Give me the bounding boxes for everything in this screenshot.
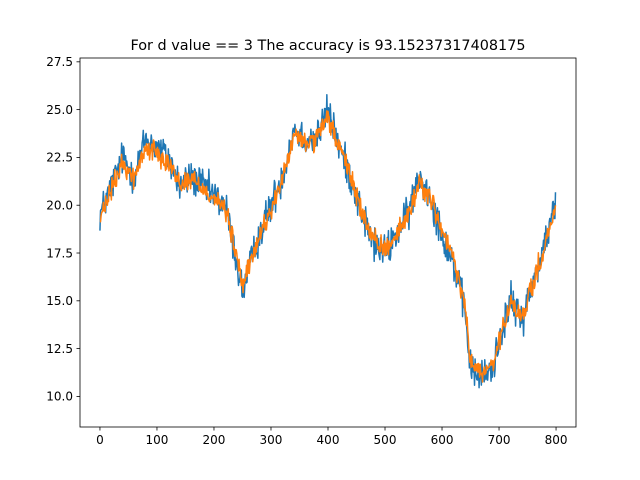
y-tick-label: 12.5 (46, 342, 73, 356)
x-tick-label: 600 (431, 433, 454, 447)
x-tick-label: 800 (545, 433, 568, 447)
y-axis: 10.0 12.5 15.0 17.5 20.0 22.5 25.0 27.5 (46, 55, 80, 404)
x-tick-label: 700 (488, 433, 511, 447)
y-tick-label: 20.0 (46, 199, 73, 213)
x-tick-label: 400 (317, 433, 340, 447)
series-line-predicted (99, 110, 557, 383)
y-tick-label: 22.5 (46, 151, 73, 165)
y-tick-label: 17.5 (46, 246, 73, 260)
y-tick-label: 15.0 (46, 294, 73, 308)
chart-title: For d value == 3 The accuracy is 93.1523… (130, 38, 525, 54)
x-axis: 0 100 200 300 400 500 600 700 800 (96, 427, 567, 447)
series-layer (99, 93, 557, 389)
y-tick-label: 27.5 (46, 55, 73, 69)
x-tick-label: 300 (260, 433, 283, 447)
y-tick-label: 10.0 (46, 390, 73, 404)
x-tick-label: 100 (146, 433, 169, 447)
plot-frame (79, 57, 577, 428)
y-tick-label: 25.0 (46, 103, 73, 117)
x-tick-label: 500 (374, 433, 397, 447)
x-tick-label: 0 (96, 433, 104, 447)
x-tick-label: 200 (203, 433, 226, 447)
